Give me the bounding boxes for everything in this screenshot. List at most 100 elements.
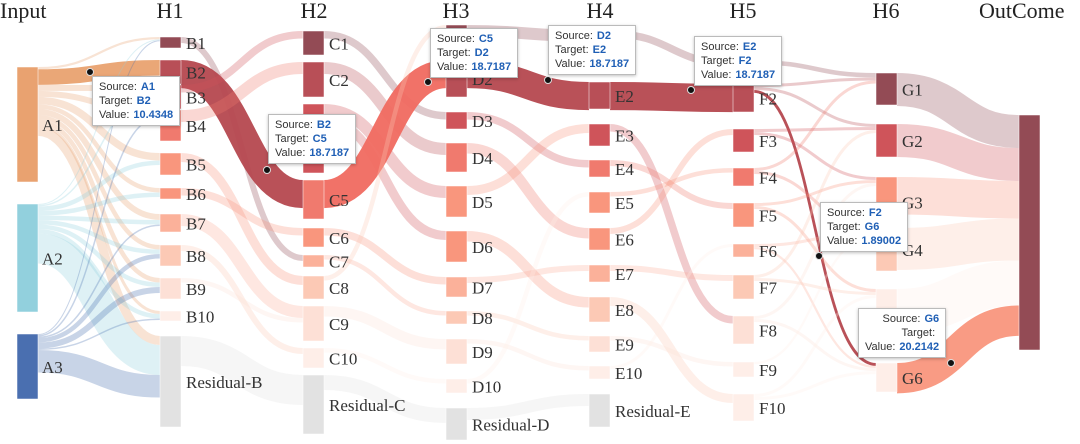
node-d9[interactable] bbox=[445, 338, 468, 365]
node-c8[interactable] bbox=[302, 275, 325, 300]
node-g6[interactable] bbox=[875, 362, 898, 393]
link-Residual-B-Residual-C[interactable] bbox=[180, 336, 304, 405]
link-E7-F7[interactable] bbox=[609, 265, 734, 281]
node-d8[interactable] bbox=[445, 310, 468, 325]
node-c6[interactable] bbox=[302, 227, 325, 248]
node-d4[interactable] bbox=[445, 142, 468, 173]
node-e3[interactable] bbox=[588, 123, 611, 147]
node-b6[interactable] bbox=[159, 187, 182, 200]
node-residual-b[interactable] bbox=[159, 335, 182, 428]
link-A3-B1[interactable] bbox=[37, 40, 161, 335]
node-residual-c[interactable] bbox=[302, 374, 325, 435]
link-G3-Out[interactable] bbox=[896, 177, 1020, 219]
link-B6-C6[interactable] bbox=[180, 188, 304, 236]
link-D6-E8[interactable] bbox=[466, 231, 590, 308]
link-D7-E7[interactable] bbox=[466, 265, 590, 283]
link-B3-C1[interactable] bbox=[180, 31, 304, 93]
node-a3[interactable] bbox=[16, 333, 39, 400]
link-C8-D1[interactable] bbox=[323, 25, 447, 281]
node-b7[interactable] bbox=[159, 213, 182, 233]
node-d6[interactable] bbox=[445, 230, 468, 263]
link-A1-B8[interactable] bbox=[37, 114, 161, 250]
node-f4[interactable] bbox=[732, 167, 755, 187]
link-F8-G6[interactable] bbox=[753, 319, 877, 372]
link-Residual-C-Residual-D[interactable] bbox=[323, 375, 447, 423]
node-c1[interactable] bbox=[302, 30, 325, 56]
node-e7[interactable] bbox=[588, 264, 611, 283]
link-A2-B7[interactable] bbox=[37, 215, 161, 225]
link-F6-G6[interactable] bbox=[753, 247, 877, 369]
link-A1-B7[interactable] bbox=[37, 108, 161, 220]
node-c2[interactable] bbox=[302, 61, 325, 98]
node-f3[interactable] bbox=[732, 128, 755, 153]
node-c5[interactable] bbox=[302, 179, 325, 220]
link-A2-B10[interactable] bbox=[37, 229, 161, 319]
link-E8-F10[interactable] bbox=[609, 297, 734, 403]
link-D8-E9[interactable] bbox=[466, 311, 590, 341]
link-A1-B1[interactable] bbox=[37, 37, 161, 70]
node-b1[interactable] bbox=[159, 36, 182, 49]
node-e6[interactable] bbox=[588, 227, 611, 251]
node-e5[interactable] bbox=[588, 191, 611, 214]
link-A1-Residual-B[interactable] bbox=[37, 126, 161, 345]
link-C7-D8[interactable] bbox=[323, 255, 447, 316]
link-A3-B9[interactable] bbox=[37, 287, 161, 349]
node-d3[interactable] bbox=[445, 111, 468, 130]
node-e8[interactable] bbox=[588, 296, 611, 323]
node-f6[interactable] bbox=[732, 243, 755, 258]
link-C9-D9[interactable] bbox=[323, 306, 447, 350]
node-e2[interactable] bbox=[588, 81, 611, 110]
node-b8[interactable] bbox=[159, 244, 182, 267]
link-F3-G2[interactable] bbox=[753, 127, 877, 132]
link-B7-C9[interactable] bbox=[180, 214, 304, 318]
link-A3-B10[interactable] bbox=[37, 318, 161, 350]
node-e10[interactable] bbox=[588, 365, 611, 380]
node-f8[interactable] bbox=[732, 315, 755, 345]
node-a1[interactable] bbox=[16, 66, 39, 183]
link-G2-Out[interactable] bbox=[896, 124, 1020, 181]
node-e9[interactable] bbox=[588, 335, 611, 353]
link-E2-F2[interactable] bbox=[609, 81, 734, 113]
link-F5-G5[interactable] bbox=[753, 206, 877, 292]
link-A2-B6[interactable] bbox=[37, 192, 161, 216]
node-f2[interactable] bbox=[732, 83, 755, 113]
link-D3-E4[interactable] bbox=[466, 112, 590, 168]
link-E4-F5[interactable] bbox=[609, 160, 734, 209]
link-A2-B5[interactable] bbox=[37, 160, 161, 211]
link-E9-F9[interactable] bbox=[609, 336, 734, 367]
node-g2[interactable] bbox=[875, 123, 898, 158]
link-B2-C5[interactable] bbox=[179, 59, 305, 209]
node-c7[interactable] bbox=[302, 254, 325, 268]
link-C6-D7[interactable] bbox=[323, 228, 447, 285]
link-F7-G5[interactable] bbox=[753, 278, 877, 295]
node-e4[interactable] bbox=[588, 159, 611, 178]
link-A1-B10[interactable] bbox=[37, 123, 161, 314]
link-C10-D10[interactable] bbox=[323, 348, 447, 384]
link-A2-B9[interactable] bbox=[37, 224, 161, 287]
link-B9-C9[interactable] bbox=[180, 278, 304, 323]
node-f5[interactable] bbox=[732, 202, 755, 228]
node-residual-e[interactable] bbox=[588, 393, 611, 428]
link-B4-C2[interactable] bbox=[180, 62, 304, 122]
link-Residual-D-Residual-E[interactable] bbox=[466, 394, 590, 420]
link-D10-E5[interactable] bbox=[466, 192, 590, 384]
link-A1-B9[interactable] bbox=[37, 119, 161, 283]
node-f7[interactable] bbox=[732, 274, 755, 300]
link-D5-E3[interactable] bbox=[466, 124, 590, 195]
link-F10-G6[interactable] bbox=[753, 371, 877, 400]
link-G6-Out[interactable] bbox=[896, 305, 1020, 394]
link-A2-B8[interactable] bbox=[37, 220, 161, 254]
link-F10-G5[interactable] bbox=[753, 295, 877, 397]
node-c10[interactable] bbox=[302, 347, 325, 369]
link-F5-G3[interactable] bbox=[753, 180, 877, 206]
node-b9[interactable] bbox=[159, 277, 182, 300]
link-F2-G6[interactable] bbox=[753, 89, 877, 366]
node-a2[interactable] bbox=[16, 203, 39, 313]
link-C1-D3[interactable] bbox=[323, 31, 447, 120]
node-f9[interactable] bbox=[732, 361, 755, 378]
link-A3-B4[interactable] bbox=[37, 116, 161, 337]
node-out[interactable] bbox=[1018, 114, 1041, 351]
link-F3-G3[interactable] bbox=[753, 132, 877, 180]
link-A2-Residual-B[interactable] bbox=[36, 233, 162, 375]
node-b5[interactable] bbox=[159, 152, 182, 176]
